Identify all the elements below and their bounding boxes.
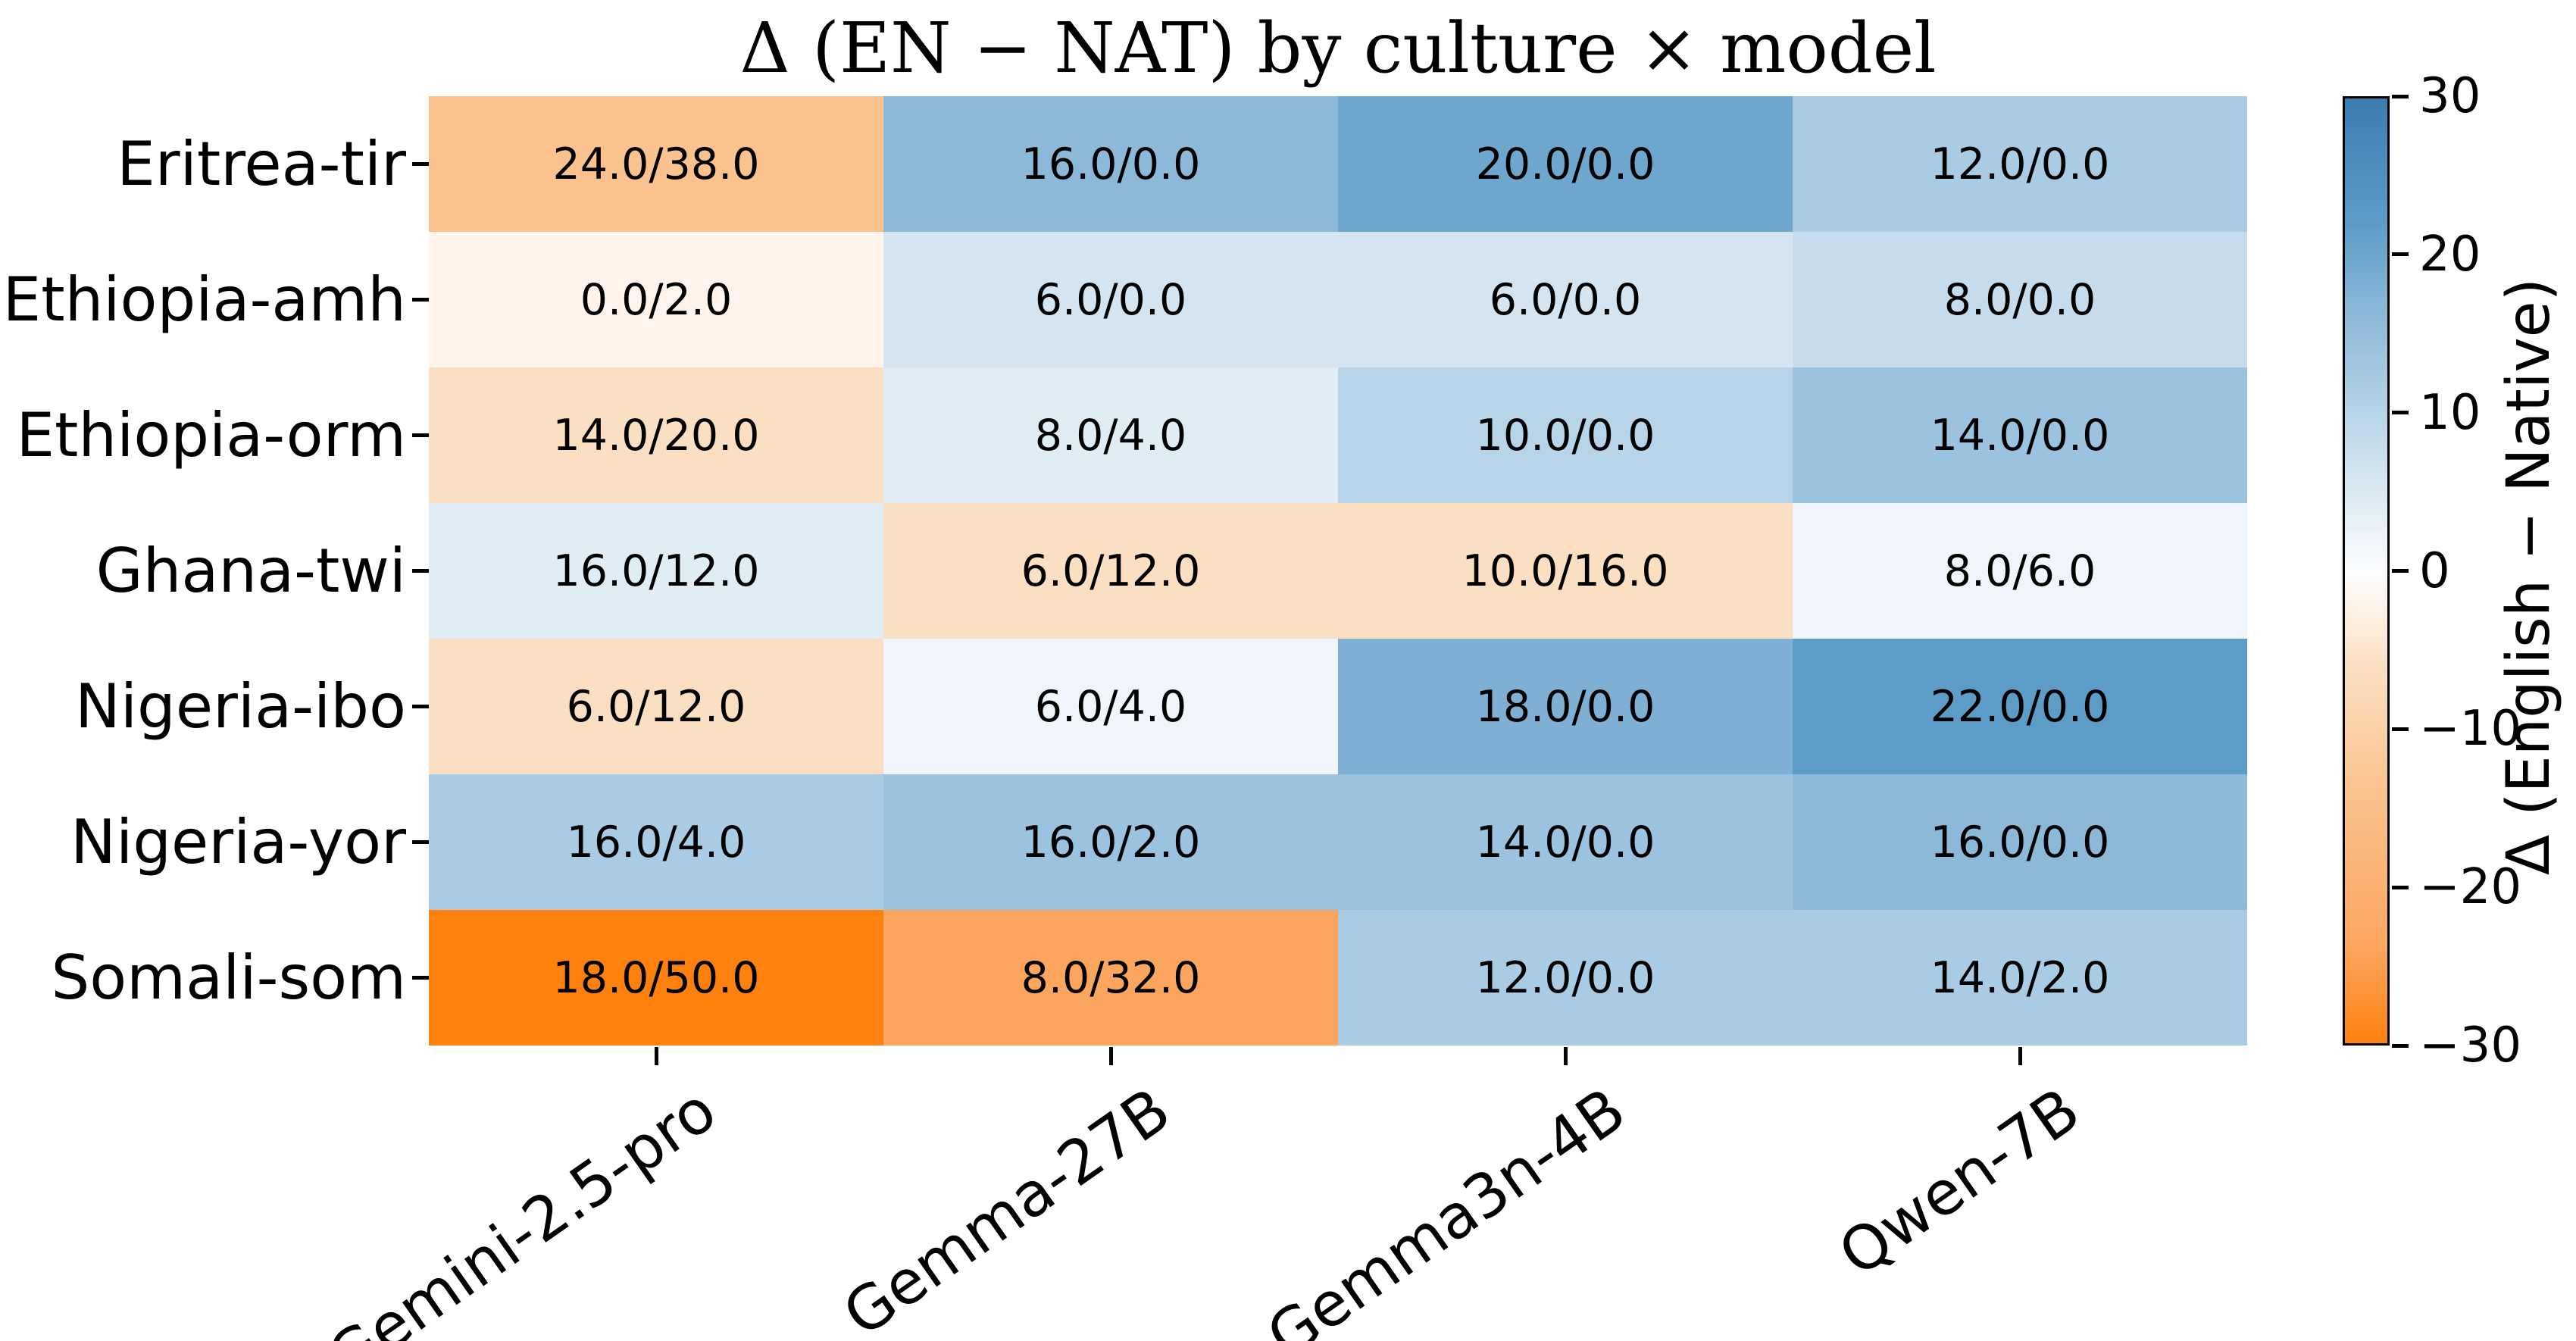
heatmap-cell: 20.0/0.0 bbox=[1338, 96, 1793, 232]
heatmap-cell: 0.0/2.0 bbox=[429, 232, 883, 367]
heatmap-cell: 22.0/0.0 bbox=[1793, 639, 2247, 774]
heatmap-cell: 12.0/0.0 bbox=[1793, 96, 2247, 232]
x-tick-label: Gemini-2.5-pro bbox=[315, 1074, 729, 1341]
colorbar-tick-label: −30 bbox=[2419, 1017, 2522, 1074]
y-tick-mark bbox=[412, 433, 429, 437]
x-tick-mark bbox=[1563, 1047, 1568, 1065]
colorbar-tick-mark bbox=[2392, 94, 2409, 98]
y-tick-label: Eritrea-tir bbox=[117, 128, 406, 199]
x-tick-mark bbox=[654, 1047, 658, 1065]
heatmap-cell: 10.0/0.0 bbox=[1338, 367, 1793, 503]
y-tick-mark bbox=[412, 976, 429, 980]
heatmap-grid: 24.0/38.0 16.0/0.0 20.0/0.0 12.0/0.0 0.0/2.0… bbox=[429, 96, 2247, 1046]
heatmap-cell: 8.0/4.0 bbox=[883, 367, 1338, 503]
y-tick-label: Nigeria-ibo bbox=[74, 670, 406, 742]
colorbar-tick-mark bbox=[2392, 252, 2409, 257]
heatmap-cell: 6.0/0.0 bbox=[1338, 232, 1793, 367]
heatmap-cell: 24.0/38.0 bbox=[429, 96, 883, 232]
heatmap-cell: 8.0/32.0 bbox=[883, 910, 1338, 1046]
y-tick-mark bbox=[412, 162, 429, 166]
colorbar-tick-mark bbox=[2392, 1043, 2409, 1048]
colorbar-tick-label: 30 bbox=[2419, 68, 2481, 124]
colorbar bbox=[2343, 96, 2390, 1046]
heatmap-cell: 14.0/2.0 bbox=[1793, 910, 2247, 1046]
heatmap-cell: 16.0/0.0 bbox=[883, 96, 1338, 232]
heatmap-cell: 16.0/4.0 bbox=[429, 774, 883, 910]
colorbar-tick-label: −10 bbox=[2419, 701, 2522, 758]
heatmap-cell: 10.0/16.0 bbox=[1338, 503, 1793, 639]
colorbar-tick-label: 20 bbox=[2419, 226, 2481, 283]
heatmap-cell: 16.0/2.0 bbox=[883, 774, 1338, 910]
x-tick-label: Gemma-27B bbox=[831, 1074, 1183, 1341]
colorbar-tick-mark bbox=[2392, 569, 2409, 573]
heatmap-cell: 14.0/0.0 bbox=[1338, 774, 1793, 910]
y-tick-mark bbox=[412, 840, 429, 844]
colorbar-tick-label: −20 bbox=[2419, 859, 2522, 916]
heatmap-cell: 18.0/50.0 bbox=[429, 910, 883, 1046]
colorbar-tick-mark bbox=[2392, 411, 2409, 415]
heatmap-cell: 8.0/0.0 bbox=[1793, 232, 2247, 367]
y-tick-mark bbox=[412, 298, 429, 302]
x-tick-label: Qwen-7B bbox=[1826, 1074, 2093, 1290]
x-tick-mark bbox=[2018, 1047, 2022, 1065]
y-tick-label: Ghana-twi bbox=[95, 535, 406, 606]
heatmap-cell: 8.0/6.0 bbox=[1793, 503, 2247, 639]
heatmap-cell: 16.0/12.0 bbox=[429, 503, 883, 639]
heatmap-cell: 12.0/0.0 bbox=[1338, 910, 1793, 1046]
colorbar-tick-label: 0 bbox=[2419, 542, 2450, 599]
chart-title: Δ (EN − NAT) by culture × model bbox=[739, 8, 1937, 89]
x-tick-mark bbox=[1108, 1047, 1113, 1065]
heatmap-cell: 14.0/20.0 bbox=[429, 367, 883, 503]
heatmap-cell: 6.0/0.0 bbox=[883, 232, 1338, 367]
y-tick-mark bbox=[412, 705, 429, 708]
heatmap-cell: 14.0/0.0 bbox=[1793, 367, 2247, 503]
heatmap-cell: 6.0/4.0 bbox=[883, 639, 1338, 774]
y-tick-label: Ethiopia-orm bbox=[16, 399, 406, 470]
colorbar-tick-mark bbox=[2392, 727, 2409, 731]
y-tick-label: Nigeria-yor bbox=[70, 806, 406, 877]
heatmap-cell: 18.0/0.0 bbox=[1338, 639, 1793, 774]
y-tick-label: Ethiopia-amh bbox=[2, 264, 406, 335]
colorbar-tick-label: 10 bbox=[2419, 384, 2481, 441]
colorbar-tick-mark bbox=[2392, 885, 2409, 889]
heatmap-cell: 16.0/0.0 bbox=[1793, 774, 2247, 910]
heatmap-cell: 6.0/12.0 bbox=[429, 639, 883, 774]
y-tick-label: Somali-som bbox=[51, 942, 406, 1013]
y-tick-mark bbox=[412, 569, 429, 573]
x-tick-label: Gemma3n-4B bbox=[1254, 1074, 1638, 1341]
heatmap-cell: 6.0/12.0 bbox=[883, 503, 1338, 639]
